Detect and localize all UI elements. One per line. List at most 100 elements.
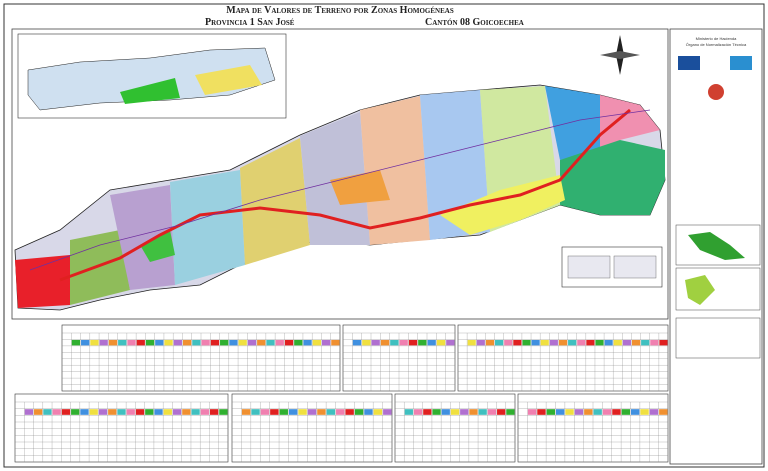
zone-swatch: [219, 409, 228, 415]
zone-swatch: [641, 339, 650, 346]
zone-swatch: [321, 339, 331, 346]
zone-swatch: [546, 409, 555, 415]
map-title: Mapa de Valores de Terreno por Zonas Hom…: [226, 5, 454, 16]
zone-swatch: [631, 339, 641, 346]
zone-swatch: [602, 409, 612, 415]
zone-swatch: [135, 409, 145, 415]
zone-swatch: [145, 339, 155, 346]
river: [29, 109, 651, 271]
table: [457, 324, 669, 392]
zone-swatch: [497, 409, 506, 415]
zone-swatch: [522, 339, 531, 346]
zone-swatch: [81, 339, 90, 346]
zone-swatch: [173, 339, 182, 346]
zone-swatch: [556, 409, 565, 415]
main-road: [59, 108, 631, 282]
zone-swatch: [495, 339, 504, 346]
zone-swatch: [593, 409, 602, 415]
zone-swatch: [279, 409, 288, 415]
province: Provincia 1 San José: [205, 17, 295, 28]
location-inset: [17, 33, 287, 119]
zone-swatch: [558, 339, 568, 346]
canton-map: [14, 84, 666, 311]
zone-swatch: [317, 409, 326, 415]
zone-swatch: [80, 409, 89, 415]
table: [14, 393, 229, 463]
zone-swatch: [604, 339, 613, 346]
zone-swatch: [136, 339, 145, 346]
logo: [730, 56, 752, 70]
zone: [15, 255, 70, 308]
zone-swatch: [478, 409, 487, 415]
organ: Órgano de Normalización Técnica: [686, 42, 747, 47]
zone-swatch: [34, 409, 43, 415]
zone-swatch: [220, 339, 229, 346]
zone-swatch: [450, 409, 460, 415]
north-arrow: [600, 35, 640, 75]
zone-swatch: [352, 339, 362, 346]
zone-swatch: [210, 339, 220, 346]
zone-swatch: [241, 409, 251, 415]
zone-swatch: [154, 409, 163, 415]
canton: Cantón 08 Goicoechea: [425, 17, 524, 28]
zone: [600, 95, 660, 150]
value-tables: [14, 324, 669, 463]
zone-swatch: [362, 339, 371, 346]
zone-swatch: [427, 339, 436, 346]
zone-swatch: [108, 409, 117, 415]
zone-swatch: [506, 409, 515, 415]
zone-swatch: [568, 339, 577, 346]
zone-swatch: [383, 409, 392, 415]
zone-swatch: [404, 409, 413, 415]
zone-swatch: [467, 339, 476, 346]
zone-swatch: [257, 339, 266, 346]
zone: [70, 230, 130, 305]
zone: [300, 112, 370, 245]
zone-swatch: [373, 409, 383, 415]
zone-swatch: [108, 339, 118, 346]
zone-swatch: [200, 409, 209, 415]
zone-swatch: [126, 409, 135, 415]
zone-swatch: [288, 409, 298, 415]
zone-swatch: [371, 339, 380, 346]
zone-swatch: [247, 339, 257, 346]
zone-swatch: [595, 339, 604, 346]
zone-swatch: [345, 409, 354, 415]
zone: [560, 140, 665, 215]
zone-swatch: [513, 339, 522, 346]
zone-swatch: [537, 409, 546, 415]
zone-swatch: [284, 339, 294, 346]
zone-swatch: [71, 339, 81, 346]
zone-swatch: [192, 339, 201, 346]
zone-swatch: [172, 409, 182, 415]
zone-swatch: [117, 409, 126, 415]
zone-swatch: [312, 339, 321, 346]
zone: [545, 86, 600, 160]
zone-swatch: [432, 409, 441, 415]
zone-swatch: [98, 409, 108, 415]
zone-swatch: [164, 339, 173, 346]
zone-swatch: [266, 339, 275, 346]
zone-swatch: [209, 409, 219, 415]
zone-swatch: [613, 339, 622, 346]
zone-swatch: [504, 339, 513, 346]
zone-swatch: [331, 339, 340, 346]
zone-swatch: [52, 409, 61, 415]
city-inset: [561, 246, 663, 288]
zone-swatch: [270, 409, 279, 415]
zone-swatch: [549, 339, 558, 346]
zone-swatch: [640, 409, 649, 415]
zone-swatch: [621, 409, 630, 415]
zone-swatch: [260, 409, 270, 415]
zone-swatch: [155, 339, 164, 346]
zone: [140, 230, 175, 262]
zone-swatch: [531, 339, 540, 346]
zone-swatch: [460, 409, 469, 415]
zone: [360, 96, 430, 245]
zone-swatch: [71, 409, 80, 415]
zone-swatch: [622, 339, 631, 346]
table: [394, 393, 516, 463]
zone-swatch: [485, 339, 495, 346]
zone-swatch: [436, 339, 446, 346]
